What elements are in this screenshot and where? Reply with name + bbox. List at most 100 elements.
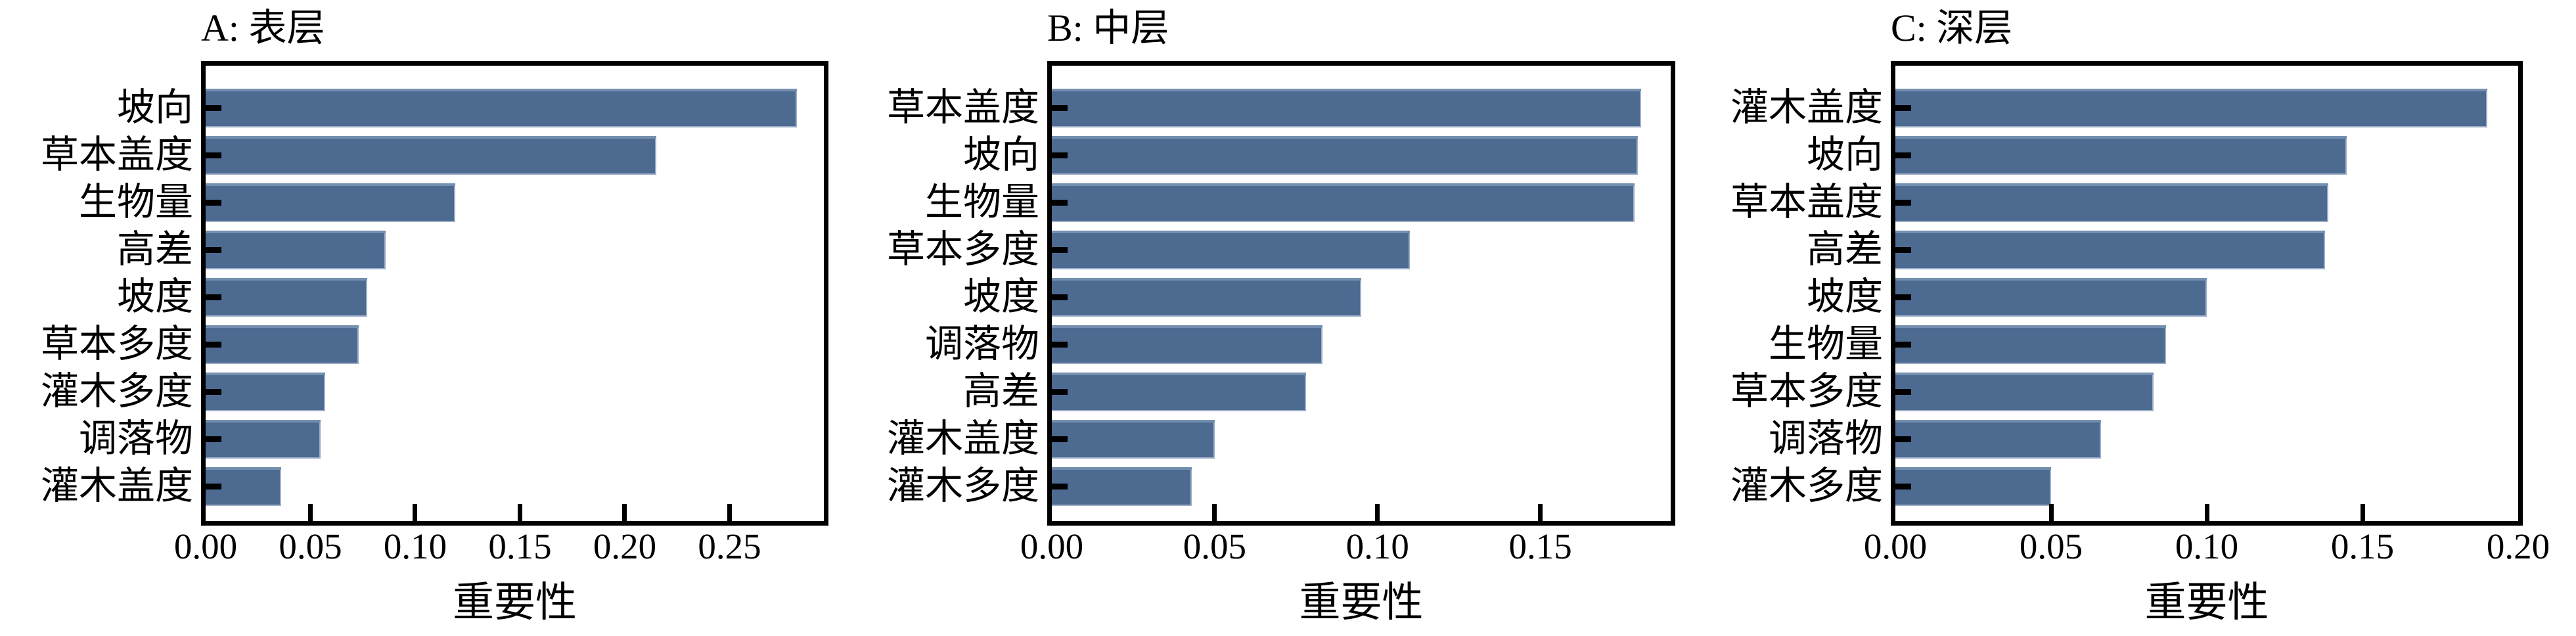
- x-tick-label: 0.05: [1183, 526, 1247, 566]
- y-axis-tick: [206, 152, 221, 158]
- panel-a-x-axis-title: 重要性: [453, 579, 577, 625]
- y-category-label: 调落物: [78, 417, 193, 460]
- panel-a: A: 表层 坡向 草本盖度 生物量 高差 坡度 草本多度 灌木多度 调落物 灌木盖度 0.00 0…: [0, 0, 859, 636]
- y-category-label: 生物量: [924, 181, 1039, 223]
- y-axis-tick: [1895, 484, 1911, 489]
- y-category-label: 调落物: [924, 323, 1039, 365]
- x-tick-label: 0.25: [698, 526, 761, 566]
- y-axis-tick: [206, 342, 221, 348]
- y-axis-tick: [206, 105, 221, 111]
- y-axis-tick: [206, 436, 221, 442]
- bar: [1895, 88, 2487, 127]
- x-axis-tick: [622, 504, 627, 521]
- y-axis-tick: [1895, 436, 1911, 442]
- y-axis-tick: [1895, 200, 1911, 206]
- panel-b: B: 中层 草本盖度 坡向 生物量 草本多度 坡度 调落物 高差 灌木盖度 灌木多度 0.00 0…: [859, 0, 1717, 636]
- bar: [1052, 277, 1361, 317]
- y-axis-tick: [206, 294, 221, 300]
- y-category-label: 草本多度: [1730, 370, 1883, 413]
- x-axis-tick: [727, 504, 732, 521]
- x-axis-tick: [413, 504, 418, 521]
- y-category-label: 生物量: [1768, 323, 1883, 365]
- y-axis-tick: [1052, 342, 1068, 348]
- panel-a-title: A: 表层: [201, 7, 325, 49]
- panel-b-title: B: 中层: [1047, 7, 1169, 49]
- bar: [1895, 419, 2101, 459]
- y-category-label: 调落物: [1768, 417, 1883, 460]
- x-tick-label: 0.00: [1863, 526, 1928, 566]
- y-category-label: 灌木盖度: [1730, 86, 1883, 129]
- y-axis-tick: [1052, 105, 1068, 111]
- panel-c-x-axis-title: 重要性: [2144, 579, 2269, 625]
- y-axis-tick: [1895, 342, 1911, 348]
- panel-a-plot-area: [201, 61, 828, 526]
- y-category-label: 坡向: [116, 86, 193, 129]
- bar: [206, 135, 656, 175]
- panel-b-y-axis-labels: 草本盖度 坡向 生物量 草本多度 坡度 调落物 高差 灌木盖度 灌木多度: [859, 84, 1039, 510]
- x-tick-label: 0.20: [593, 526, 657, 566]
- y-axis-tick: [206, 247, 221, 253]
- x-axis-tick: [307, 504, 313, 521]
- bar: [206, 325, 359, 364]
- x-tick-label: 0.10: [383, 526, 447, 566]
- x-tick-label: 0.20: [2486, 526, 2550, 566]
- panel-a-y-axis-labels: 坡向 草本盖度 生物量 高差 坡度 草本多度 灌木多度 调落物 灌木盖度: [0, 84, 193, 510]
- bar: [206, 183, 455, 222]
- y-category-label: 坡度: [1806, 275, 1883, 318]
- bar: [1052, 135, 1638, 175]
- x-tick-label: 0.15: [1508, 526, 1572, 566]
- y-category-label: 高差: [962, 370, 1039, 413]
- y-axis-tick: [1052, 152, 1068, 158]
- y-category-label: 灌木多度: [1730, 465, 1883, 507]
- bar: [1895, 325, 2167, 364]
- bar: [1895, 466, 2051, 506]
- y-category-label: 灌木盖度: [40, 465, 193, 507]
- x-tick-label: 0.15: [2330, 526, 2395, 566]
- x-tick-label: 0.10: [1345, 526, 1409, 566]
- panel-b-x-axis-title: 重要性: [1299, 579, 1424, 625]
- y-category-label: 灌木多度: [886, 465, 1039, 507]
- panel-c-title: C: 深层: [1891, 7, 2013, 49]
- y-category-label: 灌木盖度: [886, 417, 1039, 460]
- x-axis-tick: [1538, 504, 1543, 521]
- x-axis-tick: [2204, 504, 2209, 521]
- y-axis-tick: [1052, 484, 1068, 489]
- y-category-label: 草本多度: [886, 228, 1039, 271]
- y-category-label: 高差: [116, 228, 193, 271]
- y-axis-tick: [1895, 389, 1911, 395]
- y-axis-tick: [206, 484, 221, 489]
- y-axis-tick: [1052, 436, 1068, 442]
- bar: [1052, 183, 1635, 222]
- bar: [1052, 325, 1322, 364]
- y-axis-tick: [1052, 200, 1068, 206]
- y-category-label: 高差: [1806, 228, 1883, 271]
- y-category-label: 草本多度: [40, 323, 193, 365]
- bar: [1052, 230, 1411, 269]
- y-axis-tick: [1895, 294, 1911, 300]
- bar: [1895, 183, 2328, 222]
- y-category-label: 灌木多度: [40, 370, 193, 413]
- x-tick-label: 0.10: [2175, 526, 2239, 566]
- y-axis-tick: [1052, 389, 1068, 395]
- bar: [206, 230, 386, 269]
- y-axis-tick: [1052, 294, 1068, 300]
- bar: [1895, 372, 2154, 411]
- bar: [1052, 466, 1192, 506]
- bar: [1052, 88, 1642, 127]
- bar: [1895, 230, 2326, 269]
- y-category-label: 坡度: [962, 275, 1039, 318]
- panel-c-plot-area: [1891, 61, 2523, 526]
- x-axis-tick: [2048, 504, 2054, 521]
- y-axis-tick: [1052, 247, 1068, 253]
- y-category-label: 坡向: [1806, 133, 1883, 176]
- y-axis-tick: [206, 200, 221, 206]
- y-category-label: 草本盖度: [40, 133, 193, 176]
- bar: [1895, 135, 2347, 175]
- panel-c: C: 深层 灌木盖度 坡向 草本盖度 高差 坡度 生物量 草本多度 调落物 灌木多度 0.00 0…: [1717, 0, 2576, 636]
- panel-b-plot-area: [1047, 61, 1675, 526]
- y-axis-tick: [1895, 105, 1911, 111]
- x-tick-label: 0.00: [173, 526, 238, 566]
- y-axis-tick: [1895, 247, 1911, 253]
- bar: [1052, 372, 1306, 411]
